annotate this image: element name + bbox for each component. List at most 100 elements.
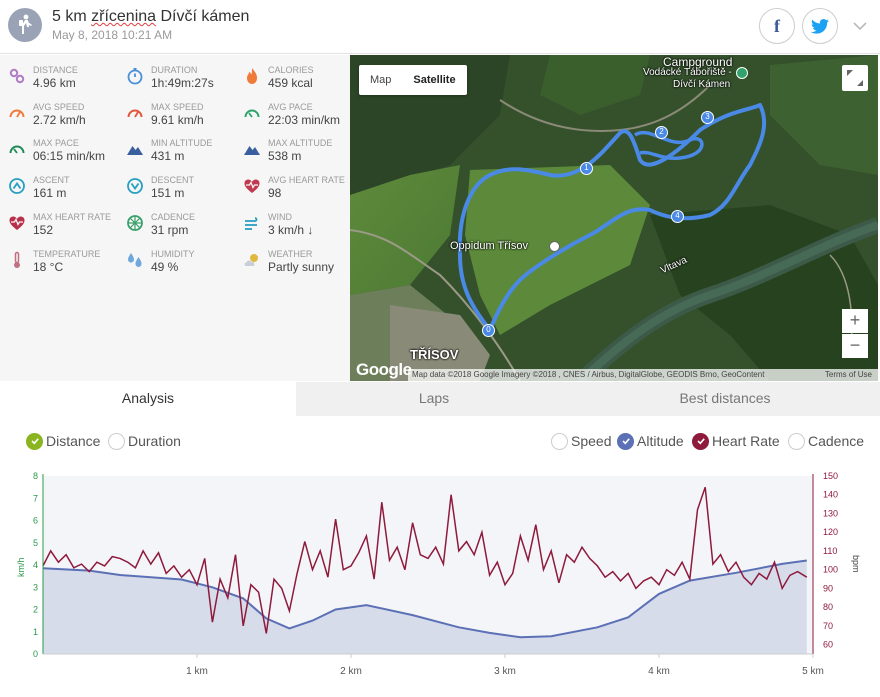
stat-value: 459 kcal [268,76,313,90]
zoom-out-button[interactable]: − [842,334,868,358]
unchecked-icon [551,432,568,450]
tab-laps[interactable]: Laps [418,390,450,406]
left-axis-tick: 7 [33,493,38,503]
stat-value: 9.61 km/h [151,112,204,127]
terms-of-use-link[interactable]: Terms of Use [824,370,872,379]
left-axis-tick: 6 [33,516,38,526]
hiker-avatar-icon [8,8,42,42]
facebook-share-button[interactable]: f [759,8,795,44]
route-map[interactable]: Campground Vodácké Tábořiště - Dívčí Kám… [350,55,878,381]
stopwatch-icon [127,68,143,85]
twitter-share-button[interactable] [802,8,838,44]
x-axis-tick-label: 4 km [648,666,670,677]
stat-label: TEMPERATURE [33,248,101,259]
stat-value: 4.96 km [33,76,76,90]
route-waypoint-2[interactable]: 2 [655,126,668,139]
campground-marker-icon[interactable] [736,67,748,79]
stat-value: 22:03 min/km [268,112,341,127]
stat-max-pace: MAX PACE 06:15 min/km [0,134,115,170]
altitude-area [43,560,807,654]
gauge-icon [244,109,260,118]
stat-ascent: ASCENT 161 m [0,171,115,207]
route-waypoint-3[interactable]: 3 [701,111,714,124]
option-label: Heart Rate [712,433,780,449]
left-axis-tick: 8 [33,471,38,481]
route-waypoint-1[interactable]: 1 [580,162,593,175]
series-altitude-option[interactable]: Altitude [617,432,684,450]
heart-icon [9,216,25,230]
left-axis-tick: 2 [33,605,38,615]
left-axis-tick: 1 [33,627,38,637]
activity-header: 5 km zřícenina Dívčí kámen May 8, 2018 1… [0,0,880,54]
descent-icon [127,178,143,194]
speedometer-icon [127,109,143,118]
stat-avg-speed: AVG SPEED 2.72 km/h [0,98,115,134]
stat-value: 161 m [33,186,67,201]
option-label: Cadence [808,433,865,449]
map-label-oppidum: Oppidum Třísov [450,240,529,252]
chevron-down-icon[interactable] [852,18,868,34]
stat-value: 431 m [151,149,185,164]
checked-icon [26,432,43,450]
stat-max-speed: MAX SPEED 9.61 km/h [118,98,233,134]
route-waypoint-4[interactable]: 4 [671,210,684,223]
map-type-toggle[interactable]: Map Satellite [359,65,467,95]
tab-analysis[interactable]: Analysis [0,382,296,416]
google-logo: Google [356,360,412,379]
stat-label: AVG SPEED [33,101,85,112]
stat-temperature: TEMPERATURE 18 °C [0,245,115,281]
stat-humidity: HUMIDITY 49 % [118,245,233,281]
option-label: Speed [571,433,612,449]
series-speed-option[interactable]: Speed [551,432,611,450]
facebook-icon: f [774,15,780,36]
stat-value: 98 [268,186,282,201]
x-axis-tick-label: 3 km [494,666,516,677]
tab-best-distances[interactable]: Best distances [679,390,771,406]
fullscreen-button[interactable] [842,65,868,91]
map-button[interactable]: Map [370,74,392,86]
right-axis-tick: 150 [823,471,838,481]
fullscreen-icon [847,70,863,86]
attribution-text: Map data ©2018 Google Imagery ©2018 , CN… [412,370,765,379]
right-axis-tick: 80 [823,602,833,612]
stat-descent: DESCENT 151 m [118,171,233,207]
stat-label: HUMIDITY [151,248,195,259]
map-label-trisov: TŘÍSOV [410,347,459,362]
x-axis-distance-option[interactable]: Distance [26,432,100,450]
stat-value: 1h:49m:27s [151,76,214,90]
distance-icon [9,68,25,84]
left-axis-tick: 5 [33,538,38,548]
right-axis-tick: 120 [823,527,838,537]
stat-label: DESCENT [151,175,195,186]
zoom-in-button[interactable]: + [842,309,868,333]
thermometer-icon [14,251,20,268]
humidity-icon [128,252,142,267]
stat-label: MAX SPEED [151,101,204,112]
x-axis-tick-label: 1 km [186,666,208,677]
chart-options: Distance Duration Speed Altitude Heart R… [0,416,880,466]
activity-title: 5 km zřícenina Dívčí kámen [52,8,250,25]
stat-wind: WIND 3 km/h ↓ [235,208,350,244]
option-label: Duration [128,433,181,449]
stat-value: 06:15 min/km [33,149,106,164]
left-axis-tick: 0 [33,649,38,659]
stat-label: CADENCE [151,211,196,222]
series-heart-rate-option[interactable]: Heart Rate [692,432,780,450]
left-axis-tick: 3 [33,582,38,592]
x-axis-tick-label: 2 km [340,666,362,677]
stat-label: DISTANCE [33,65,78,75]
heart-pulse-icon [244,179,260,194]
oppidum-marker-icon[interactable] [549,241,560,252]
unchecked-icon [788,432,805,450]
series-cadence-option[interactable]: Cadence [788,432,864,450]
option-label: Distance [46,433,101,449]
map-attribution: Map data ©2018 Google Imagery ©2018 , CN… [408,369,878,381]
x-axis-duration-option[interactable]: Duration [108,432,181,450]
right-axis-label: bpm [851,555,861,573]
analysis-tabs: Analysis Laps Best distances [0,382,880,416]
twitter-icon [811,18,829,34]
stat-value: 151 m [151,186,185,201]
route-waypoint-0[interactable]: 0 [482,324,495,337]
satellite-button[interactable]: Satellite [413,74,456,86]
left-axis-tick: 4 [33,560,38,570]
